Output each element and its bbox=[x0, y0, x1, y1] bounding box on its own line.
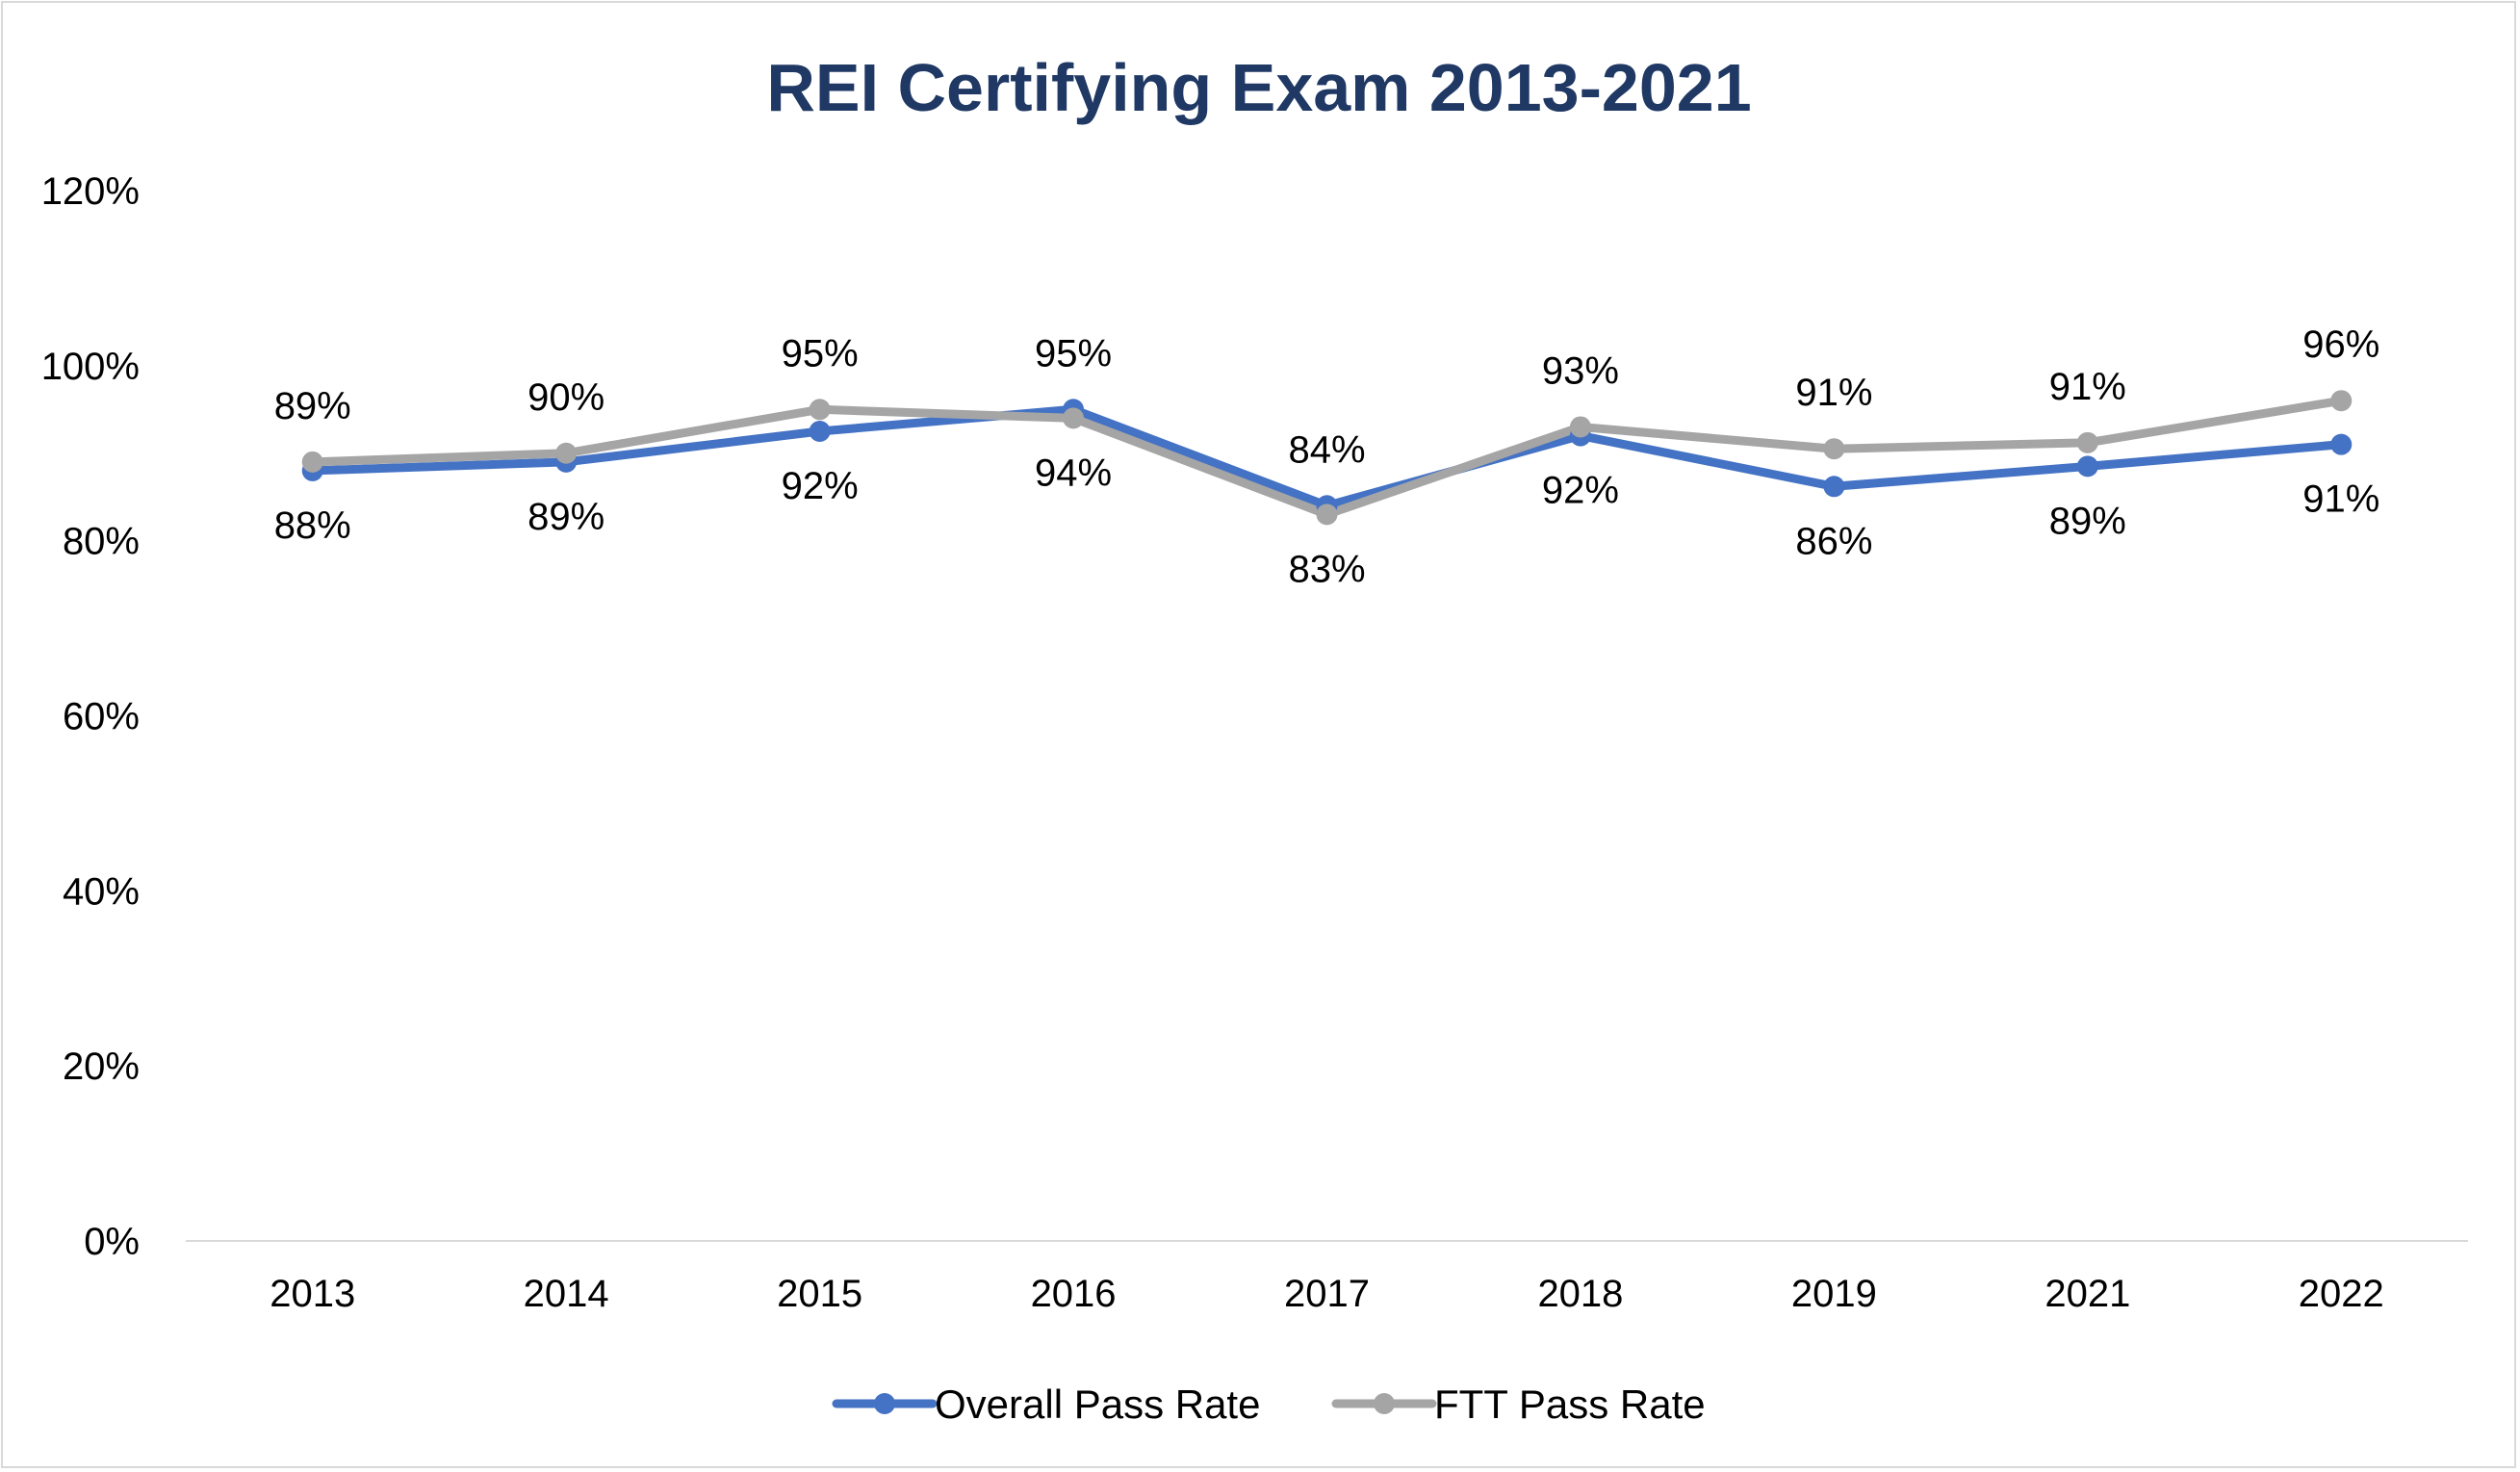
x-tick-label: 2021 bbox=[2044, 1273, 2130, 1315]
data-label-2: 91% bbox=[1795, 372, 1872, 414]
series-point-2 bbox=[1063, 407, 1085, 429]
data-label-1: 91% bbox=[2302, 478, 2379, 521]
series-point-2 bbox=[809, 399, 831, 421]
y-tick-label: 80% bbox=[63, 521, 140, 563]
series-point-2 bbox=[1316, 504, 1338, 526]
legend-item-2: FTT Pass Rate bbox=[1331, 1382, 1706, 1427]
data-label-1: 89% bbox=[2049, 500, 2126, 542]
chart-title: REI Certifying Exam 2013-2021 bbox=[766, 50, 1751, 125]
data-label-2: 91% bbox=[2049, 366, 2126, 408]
series-point-2 bbox=[301, 451, 323, 473]
data-label-1: 86% bbox=[1795, 520, 1872, 562]
x-axis: 2013 2014 2015 2016 2017 2018 2019 2021 2022 bbox=[186, 1240, 2468, 1315]
y-tick-label: 40% bbox=[63, 870, 140, 913]
series-point-1 bbox=[2330, 433, 2353, 455]
series-point-2 bbox=[2076, 431, 2098, 453]
data-label-2: 89% bbox=[274, 385, 351, 427]
data-label-2: 93% bbox=[1542, 349, 1619, 392]
y-tick-label: 120% bbox=[41, 170, 140, 213]
legend-label: FTT Pass Rate bbox=[1434, 1382, 1706, 1427]
line-chart: REI Certifying Exam 2013-2021 0% 20% 40% 60… bbox=[41, 50, 2468, 1427]
legend: Overall Pass Rate FTT Pass Rate bbox=[832, 1382, 1706, 1427]
data-label-1: 89% bbox=[527, 496, 604, 538]
legend-item-1: Overall Pass Rate bbox=[832, 1382, 1260, 1427]
series-point-2 bbox=[2330, 390, 2353, 412]
data-label-2: 96% bbox=[2302, 323, 2379, 366]
data-label-1: 84% bbox=[1288, 428, 1365, 471]
data-label-2: 95% bbox=[782, 332, 859, 374]
series-point-1 bbox=[2076, 455, 2098, 478]
data-label-1: 88% bbox=[274, 504, 351, 547]
legend-label: Overall Pass Rate bbox=[935, 1382, 1260, 1427]
x-tick-label: 2013 bbox=[270, 1273, 355, 1315]
y-tick-label: 20% bbox=[63, 1046, 140, 1088]
x-tick-label: 2015 bbox=[777, 1273, 862, 1315]
x-tick-label: 2022 bbox=[2299, 1273, 2384, 1315]
x-tick-label: 2016 bbox=[1031, 1273, 1117, 1315]
data-label-2: 90% bbox=[527, 376, 604, 419]
y-axis: 0% 20% 40% 60% 80% 100% 120% bbox=[41, 170, 140, 1263]
series-point-1 bbox=[1823, 476, 1845, 498]
data-labels: 88% 89% 89% 90% 92% 95% 95% 94% 84% 83% 92% 93% 86% 9… bbox=[274, 323, 2380, 590]
data-label-2: 83% bbox=[1288, 548, 1365, 590]
series-point-1 bbox=[809, 421, 831, 443]
y-tick-label: 100% bbox=[41, 346, 140, 388]
legend-marker-swatch bbox=[1374, 1393, 1395, 1414]
series-point-2 bbox=[1569, 416, 1591, 438]
y-tick-label: 0% bbox=[84, 1221, 140, 1263]
x-tick-label: 2018 bbox=[1537, 1273, 1623, 1315]
y-tick-label: 60% bbox=[63, 696, 140, 738]
data-label-1: 92% bbox=[782, 465, 859, 507]
data-label-2: 94% bbox=[1035, 452, 1112, 494]
series-point-2 bbox=[1823, 438, 1845, 460]
x-tick-label: 2017 bbox=[1284, 1273, 1370, 1315]
x-tick-label: 2014 bbox=[524, 1273, 609, 1315]
data-label-1: 92% bbox=[1542, 470, 1619, 512]
x-tick-label: 2019 bbox=[1791, 1273, 1877, 1315]
data-label-1: 95% bbox=[1035, 332, 1112, 374]
series-point-2 bbox=[555, 442, 578, 464]
legend-marker-swatch bbox=[874, 1393, 895, 1414]
plot-markers bbox=[301, 390, 2353, 526]
